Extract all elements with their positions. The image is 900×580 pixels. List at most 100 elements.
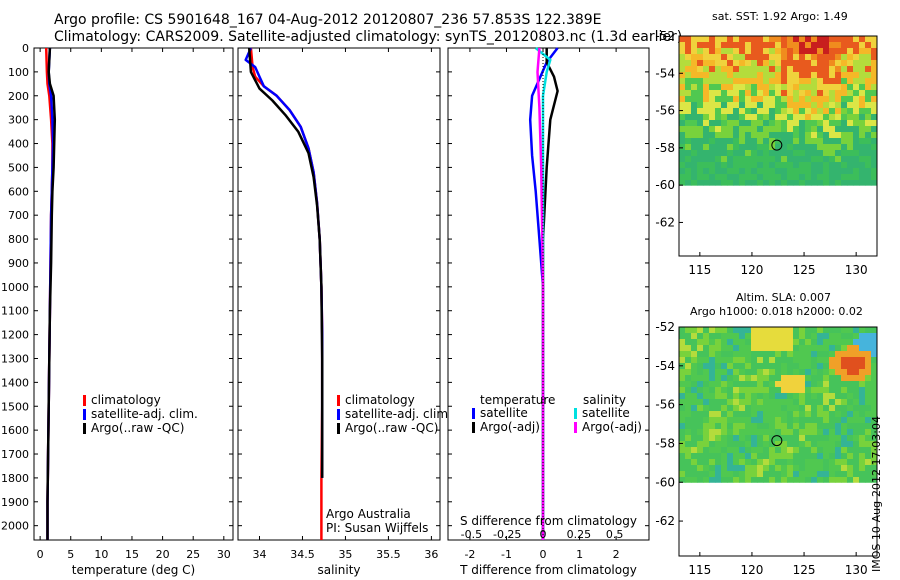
map-cell xyxy=(751,345,758,352)
map-cell xyxy=(685,48,692,55)
map-cell xyxy=(853,357,860,364)
map-cell xyxy=(757,327,764,334)
map-cell xyxy=(769,345,776,352)
map-cell xyxy=(817,363,824,370)
map-cell xyxy=(697,369,704,376)
map-cell xyxy=(799,48,806,55)
map-cell xyxy=(859,465,866,472)
map-cell xyxy=(697,174,704,181)
map-cell xyxy=(757,399,764,406)
map-cell xyxy=(739,375,746,382)
map-cell xyxy=(775,429,782,436)
x-tick-label: -1 xyxy=(501,548,512,561)
y-tick-label: 300 xyxy=(8,114,29,127)
map-cell xyxy=(853,66,860,73)
map-cell xyxy=(805,144,812,151)
map-cell xyxy=(757,333,764,340)
map-cell xyxy=(769,387,776,394)
map-cell xyxy=(811,411,818,418)
map-cell xyxy=(739,363,746,370)
map-cell xyxy=(715,126,722,133)
map-cell xyxy=(751,120,758,127)
map-cell xyxy=(817,48,824,55)
map-cell xyxy=(709,108,716,115)
map-cell xyxy=(811,327,818,334)
map-cell xyxy=(763,162,770,169)
map-cell xyxy=(829,72,836,79)
map-cell xyxy=(823,66,830,73)
map-cell xyxy=(691,42,698,49)
map-cell xyxy=(697,108,704,115)
map-cell xyxy=(727,150,734,157)
map-cell xyxy=(853,54,860,61)
map-cell xyxy=(691,465,698,472)
map-cell xyxy=(703,72,710,79)
map-cell xyxy=(721,48,728,55)
map-cell xyxy=(691,102,698,109)
map-cell xyxy=(757,132,764,139)
map-cell xyxy=(799,453,806,460)
map-cell xyxy=(703,441,710,448)
map-cell xyxy=(865,48,872,55)
x-tick-label: 2 xyxy=(613,548,620,561)
map-cell xyxy=(835,96,842,103)
map-cell xyxy=(679,102,686,109)
map-cell xyxy=(817,453,824,460)
map-cell xyxy=(799,42,806,49)
map-cell xyxy=(775,441,782,448)
map-cell xyxy=(757,417,764,424)
map-cell xyxy=(739,144,746,151)
map-cell xyxy=(829,102,836,109)
map-cell xyxy=(793,381,800,388)
map-cell xyxy=(847,132,854,139)
map-cell xyxy=(703,393,710,400)
y-tick-label: 600 xyxy=(8,185,29,198)
map-cell xyxy=(787,357,794,364)
map-cell xyxy=(679,126,686,133)
map-cell xyxy=(685,339,692,346)
map-cell xyxy=(769,114,776,121)
map-cell xyxy=(817,66,824,73)
map-cell xyxy=(823,369,830,376)
map-cell xyxy=(721,411,728,418)
climatology-title: Climatology: CARS2009. Satellite-adjuste… xyxy=(54,29,683,45)
map-cell xyxy=(697,180,704,186)
map-cell xyxy=(853,435,860,442)
map-cell xyxy=(733,459,740,466)
map-cell xyxy=(739,339,746,346)
legend-label: Argo(-adj) xyxy=(582,420,642,434)
map-cell xyxy=(853,60,860,67)
map-cell xyxy=(691,96,698,103)
map-cell xyxy=(799,66,806,73)
map-cell xyxy=(685,66,692,73)
map-cell xyxy=(787,369,794,376)
map-cell xyxy=(787,447,794,454)
map-cell xyxy=(847,447,854,454)
map-cell xyxy=(697,36,704,43)
panel-frame xyxy=(237,47,441,541)
map-cell xyxy=(817,405,824,412)
map-cell xyxy=(685,90,692,97)
map-cell xyxy=(757,120,764,127)
map-cell xyxy=(823,42,830,49)
map-cell xyxy=(787,90,794,97)
map-cell xyxy=(793,393,800,400)
map-cell xyxy=(745,465,752,472)
map-cell xyxy=(859,327,866,334)
map-cell xyxy=(871,72,878,79)
map-cell xyxy=(709,435,716,442)
map-cell xyxy=(757,351,764,358)
map-cell xyxy=(811,102,818,109)
s-tick-label: -0.5 xyxy=(461,528,482,541)
map-cell xyxy=(805,162,812,169)
map-cell xyxy=(829,132,836,139)
map-cell xyxy=(793,66,800,73)
x-tick-label: 20 xyxy=(156,548,170,561)
x-tick-label: 35 xyxy=(338,548,352,561)
map-cell xyxy=(769,168,776,175)
map-cell xyxy=(769,369,776,376)
map-cell xyxy=(835,150,842,157)
legend-label: Argo(..raw -QC) xyxy=(91,421,184,435)
map-cell xyxy=(841,393,848,400)
map-cell xyxy=(757,375,764,382)
